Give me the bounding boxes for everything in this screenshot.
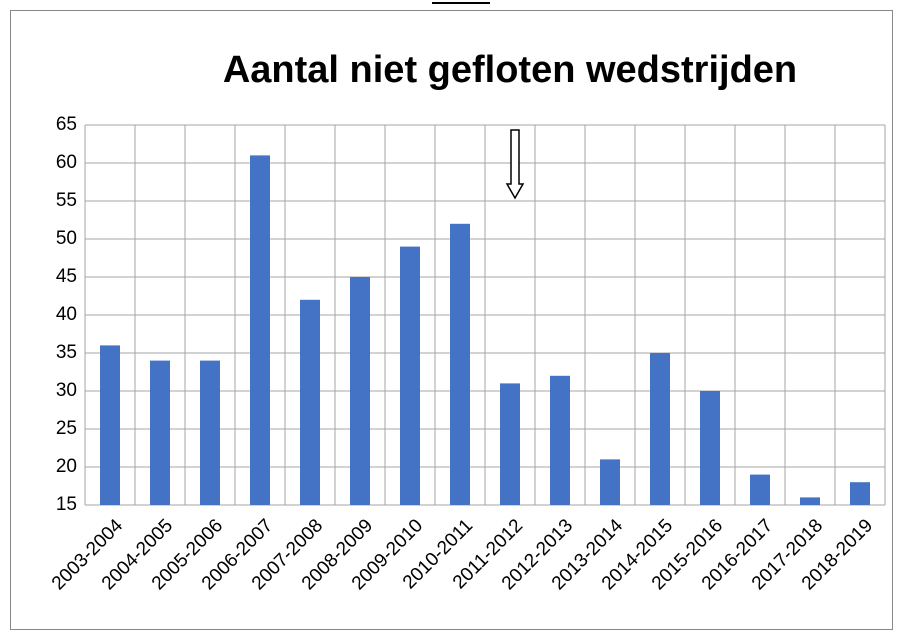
y-tick-label: 45 xyxy=(56,266,77,287)
bar xyxy=(100,345,120,505)
y-tick-label: 40 xyxy=(56,304,77,325)
bar xyxy=(800,497,820,505)
y-tick-label: 60 xyxy=(56,152,77,173)
bar xyxy=(250,155,270,505)
bar xyxy=(500,383,520,505)
arrow-annotation xyxy=(505,129,525,200)
bar xyxy=(750,474,770,505)
bar xyxy=(150,360,170,505)
bar xyxy=(700,391,720,505)
y-tick-label: 35 xyxy=(56,342,77,363)
bar xyxy=(200,360,220,505)
y-tick-label: 20 xyxy=(56,456,77,477)
y-tick-label: 15 xyxy=(56,494,77,515)
y-tick-label: 55 xyxy=(56,190,77,211)
y-tick-label: 25 xyxy=(56,418,77,439)
chart-title: Aantal niet gefloten wedstrijden xyxy=(223,49,797,91)
bar xyxy=(600,459,620,505)
bar xyxy=(300,299,320,505)
bar xyxy=(650,353,670,505)
y-tick-label: 30 xyxy=(56,380,77,401)
bar xyxy=(550,375,570,505)
y-tick-label: 65 xyxy=(56,114,77,135)
bar xyxy=(450,223,470,506)
bar xyxy=(400,246,420,505)
y-tick-label: 50 xyxy=(56,228,77,249)
bar xyxy=(850,482,870,505)
bar xyxy=(350,277,370,505)
